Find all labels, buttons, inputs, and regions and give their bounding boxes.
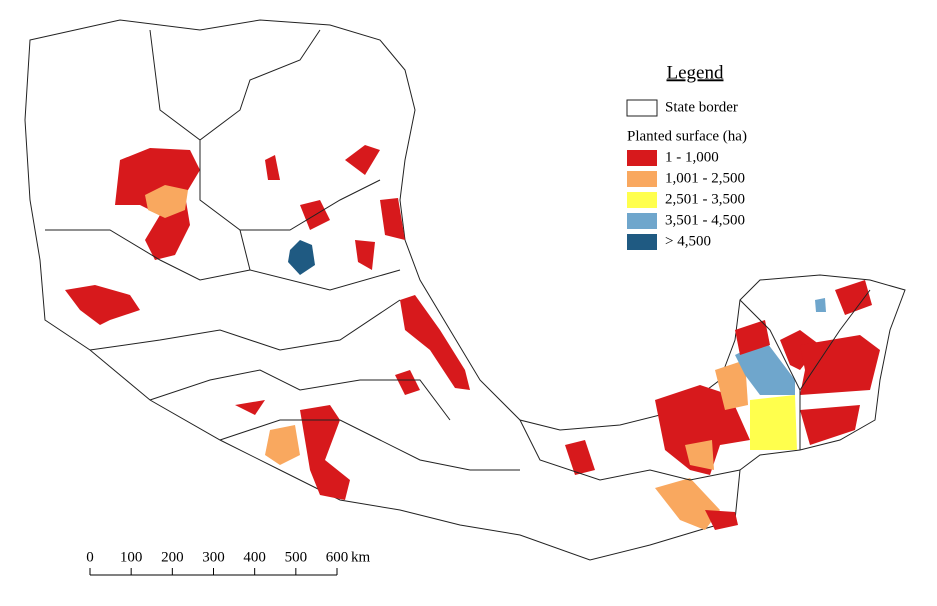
scale-bar: 0 100 200 300 400 500 600 km — [86, 549, 371, 576]
border-label: State border — [665, 99, 738, 115]
region — [565, 440, 595, 475]
legend-swatch — [627, 150, 657, 166]
scale-tick-label: 400 — [243, 549, 266, 565]
region — [750, 395, 797, 450]
legend-label: 3,501 - 4,500 — [665, 212, 745, 228]
region — [835, 280, 872, 315]
region — [235, 400, 265, 415]
region — [685, 440, 714, 470]
legend-section-title: Planted surface (ha) — [627, 128, 747, 144]
region — [265, 425, 300, 465]
region — [65, 285, 140, 325]
scale-unit: km — [351, 549, 371, 565]
region — [288, 240, 315, 275]
region — [345, 145, 380, 175]
scale-tick-label: 500 — [285, 549, 308, 565]
landmass — [24, 19, 906, 561]
region — [300, 405, 350, 500]
region — [800, 405, 860, 445]
regions — [65, 145, 880, 530]
region — [355, 240, 375, 270]
scale-tick-label: 100 — [120, 549, 143, 565]
region — [265, 155, 280, 180]
region — [400, 295, 470, 390]
region — [780, 330, 820, 370]
region — [705, 510, 738, 530]
legend-swatch — [627, 234, 657, 250]
region — [735, 320, 770, 355]
legend-swatch — [627, 192, 657, 208]
scale-tick-label: 600 — [326, 549, 349, 565]
legend-swatch — [627, 171, 657, 187]
legend-label: 1,001 - 2,500 — [665, 170, 745, 186]
region — [715, 360, 748, 410]
legend: Legend State border Planted surface (ha)… — [626, 62, 747, 250]
scale-tick-label: 200 — [161, 549, 184, 565]
region — [655, 478, 720, 530]
region — [815, 298, 826, 312]
region — [735, 340, 795, 395]
legend-swatch — [627, 213, 657, 229]
region — [800, 335, 880, 395]
region — [395, 370, 420, 395]
scale-tick-label: 300 — [202, 549, 225, 565]
legend-label: 1 - 1,000 — [665, 149, 719, 165]
border-swatch — [626, 99, 658, 117]
region — [145, 185, 188, 218]
scale-tick-label: 0 — [86, 549, 94, 565]
legend-label: > 4,500 — [665, 233, 711, 249]
state-borders — [45, 29, 871, 481]
region — [380, 198, 405, 240]
legend-label: 2,501 - 3,500 — [665, 191, 745, 207]
legend-title: Legend — [667, 62, 724, 83]
legend-classes: 1 - 1,000 1,001 - 2,500 2,501 - 3,500 3,501… — [627, 149, 745, 250]
